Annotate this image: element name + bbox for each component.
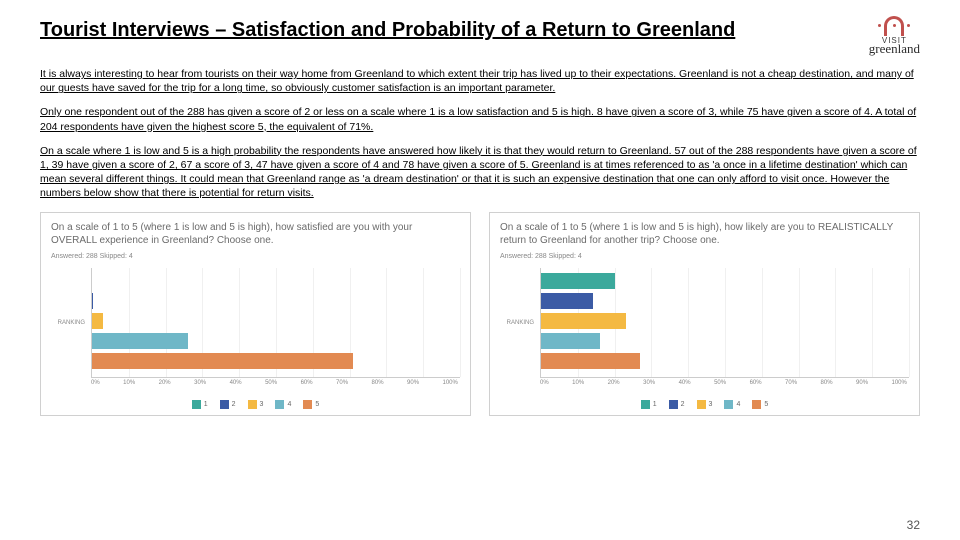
legend-swatch bbox=[752, 400, 761, 409]
legend-swatch bbox=[248, 400, 257, 409]
x-tick: 30% bbox=[194, 380, 206, 386]
paragraph-2: Only one respondent out of the 288 has g… bbox=[40, 105, 920, 133]
legend-label: 3 bbox=[709, 401, 713, 408]
chart-legend: 1 2 3 4 5 bbox=[500, 400, 909, 409]
legend-item-4: 4 bbox=[275, 400, 291, 409]
plot-area bbox=[540, 268, 909, 378]
charts-row: On a scale of 1 to 5 (where 1 is low and… bbox=[40, 212, 920, 416]
page-title: Tourist Interviews – Satisfaction and Pr… bbox=[40, 18, 735, 43]
x-tick: 100% bbox=[892, 380, 907, 386]
x-tick: 20% bbox=[608, 380, 620, 386]
x-tick: 0% bbox=[540, 380, 549, 386]
chart-title: On a scale of 1 to 5 (where 1 is low and… bbox=[500, 221, 909, 247]
x-tick: 70% bbox=[785, 380, 797, 386]
plot-area bbox=[91, 268, 460, 378]
legend-swatch bbox=[303, 400, 312, 409]
legend-item-5: 5 bbox=[303, 400, 319, 409]
visit-greenland-logo: VISIT greenland bbox=[869, 14, 920, 57]
chart-meta: Answered: 288 Skipped: 4 bbox=[500, 253, 909, 260]
legend-item-3: 3 bbox=[248, 400, 264, 409]
page-number: 32 bbox=[907, 518, 920, 532]
bar-4 bbox=[92, 333, 188, 349]
chart-title: On a scale of 1 to 5 (where 1 is low and… bbox=[51, 221, 460, 247]
x-tick: 30% bbox=[643, 380, 655, 386]
x-tick: 90% bbox=[407, 380, 419, 386]
logo-script-text: greenland bbox=[869, 41, 920, 57]
x-tick: 80% bbox=[821, 380, 833, 386]
bar-1 bbox=[541, 273, 615, 289]
bar-3 bbox=[541, 313, 626, 329]
chart-return-probability: On a scale of 1 to 5 (where 1 is low and… bbox=[489, 212, 920, 416]
bar-5 bbox=[541, 353, 640, 369]
chart-satisfaction: On a scale of 1 to 5 (where 1 is low and… bbox=[40, 212, 471, 416]
paragraph-1: It is always interesting to hear from to… bbox=[40, 67, 920, 95]
legend-item-3: 3 bbox=[697, 400, 713, 409]
x-tick: 70% bbox=[336, 380, 348, 386]
bar-2 bbox=[92, 293, 93, 309]
y-axis-label: RANKING bbox=[500, 320, 534, 326]
legend-swatch bbox=[192, 400, 201, 409]
legend-item-1: 1 bbox=[192, 400, 208, 409]
legend-item-2: 2 bbox=[220, 400, 236, 409]
legend-swatch bbox=[669, 400, 678, 409]
chart-meta: Answered: 288 Skipped: 4 bbox=[51, 253, 460, 260]
legend-swatch bbox=[697, 400, 706, 409]
legend-label: 1 bbox=[204, 401, 208, 408]
legend-label: 1 bbox=[653, 401, 657, 408]
bar-4 bbox=[541, 333, 600, 349]
legend-label: 2 bbox=[681, 401, 685, 408]
x-tick: 80% bbox=[372, 380, 384, 386]
bar-2 bbox=[541, 293, 593, 309]
x-tick: 40% bbox=[230, 380, 242, 386]
x-tick: 40% bbox=[679, 380, 691, 386]
legend-item-2: 2 bbox=[669, 400, 685, 409]
legend-label: 3 bbox=[260, 401, 264, 408]
x-tick: 90% bbox=[856, 380, 868, 386]
x-tick: 100% bbox=[443, 380, 458, 386]
legend-swatch bbox=[275, 400, 284, 409]
legend-swatch bbox=[724, 400, 733, 409]
paragraph-3: On a scale where 1 is low and 5 is a hig… bbox=[40, 144, 920, 201]
legend-label: 4 bbox=[287, 401, 291, 408]
x-tick: 0% bbox=[91, 380, 100, 386]
bar-5 bbox=[92, 353, 353, 369]
bar-3 bbox=[92, 313, 103, 329]
x-tick: 60% bbox=[750, 380, 762, 386]
x-tick: 50% bbox=[265, 380, 277, 386]
legend-item-1: 1 bbox=[641, 400, 657, 409]
legend-label: 4 bbox=[736, 401, 740, 408]
chart-legend: 1 2 3 4 5 bbox=[51, 400, 460, 409]
legend-swatch bbox=[220, 400, 229, 409]
x-tick: 50% bbox=[714, 380, 726, 386]
legend-item-5: 5 bbox=[752, 400, 768, 409]
x-tick: 60% bbox=[301, 380, 313, 386]
x-axis-ticks: 0% 10% 20% 30% 40% 50% 60% 70% 80% 90% 100% bbox=[91, 380, 460, 386]
legend-swatch bbox=[641, 400, 650, 409]
legend-item-4: 4 bbox=[724, 400, 740, 409]
x-tick: 10% bbox=[572, 380, 584, 386]
logo-sun-icon bbox=[878, 14, 910, 38]
x-tick: 10% bbox=[123, 380, 135, 386]
legend-label: 5 bbox=[315, 401, 319, 408]
legend-label: 5 bbox=[764, 401, 768, 408]
legend-label: 2 bbox=[232, 401, 236, 408]
y-axis-label: RANKING bbox=[51, 320, 85, 326]
x-tick: 20% bbox=[159, 380, 171, 386]
x-axis-ticks: 0% 10% 20% 30% 40% 50% 60% 70% 80% 90% 100% bbox=[540, 380, 909, 386]
